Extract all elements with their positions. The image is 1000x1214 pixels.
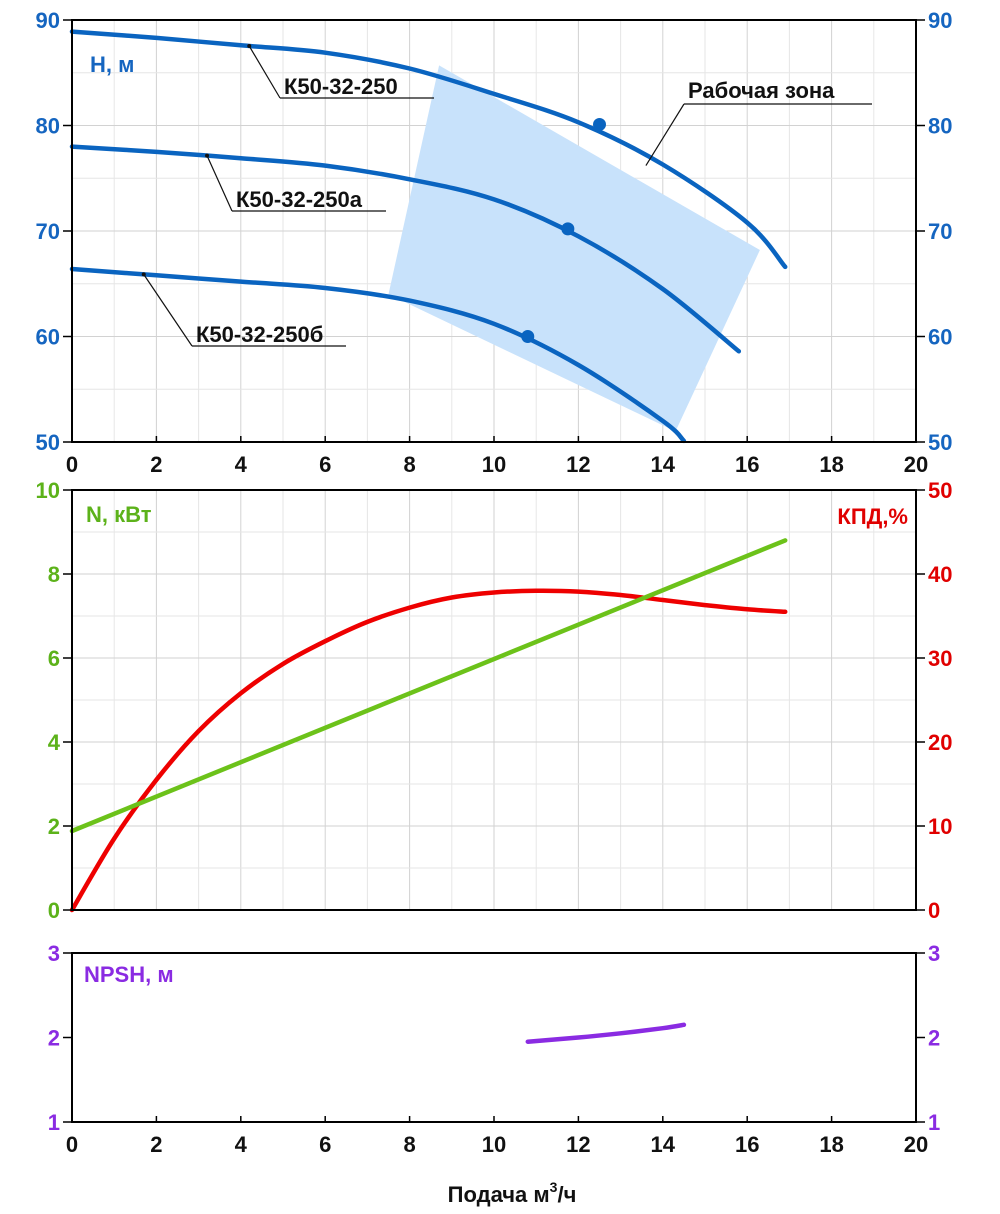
y-tick-label-right: 30	[928, 646, 952, 671]
working-zone-label: Рабочая зона	[688, 78, 835, 103]
npsh-curves	[525, 1022, 687, 1044]
x-tick-label: 20	[904, 452, 928, 477]
y-tick-label-right: 0	[928, 898, 940, 923]
duty-point-marker	[561, 222, 575, 236]
duty-point-marker	[593, 117, 606, 131]
x-tick-label: 0	[66, 1132, 78, 1157]
x-tick-label: 10	[482, 452, 506, 477]
y-tick-label: 2	[48, 814, 60, 839]
y-tick-label-right: 70	[928, 219, 952, 244]
efficiency-axis-label: КПД,%	[837, 504, 908, 529]
x-tick-label: 12	[566, 452, 590, 477]
x-tick-label: 20	[904, 1132, 928, 1157]
power-efficiency-panel: 0 0 2 10 4 20 6 30 8 40 10 50 N, кВт КПД,%	[36, 478, 953, 923]
y-tick-label-right: 3	[928, 941, 940, 966]
head-curve	[69, 29, 788, 270]
y-tick-label: 90	[36, 8, 60, 33]
y-tick-label-right: 60	[928, 325, 952, 350]
x-tick-label: 10	[482, 1132, 506, 1157]
leader-dot	[141, 272, 146, 277]
y-tick-label: 1	[48, 1110, 60, 1135]
y-tick-label-right: 50	[928, 430, 952, 455]
x-tick-label: 4	[235, 452, 248, 477]
curve-label-leaders: К50-32-250 К50-32-250а К50-32-250б	[141, 44, 872, 347]
y-tick-label: 8	[48, 562, 60, 587]
y-tick-label: 2	[48, 1026, 60, 1051]
y-tick-label-right: 20	[928, 730, 952, 755]
y-tick-label-right: 90	[928, 8, 952, 33]
power-efficiency-curves	[69, 538, 788, 913]
x-tick-label: 4	[235, 1132, 248, 1157]
x-tick-label: 2	[150, 452, 162, 477]
npsh-frame	[71, 952, 917, 1123]
y-tick-label-right: 40	[928, 562, 952, 587]
x-tick-label: 16	[735, 452, 759, 477]
head-curve	[69, 144, 742, 354]
x-axis-label-main: Подача м	[448, 1182, 550, 1207]
x-tick-label: 6	[319, 452, 331, 477]
duty-point-marker	[521, 330, 535, 343]
y-tick-label: 3	[48, 941, 60, 966]
npsh-ticks: 0 2 4 6 8 10 12 14 16 18 201 12 23 3	[48, 941, 941, 1157]
x-axis-label-tail: /ч	[557, 1182, 576, 1207]
y-tick-label: 6	[48, 646, 60, 671]
y-tick-label-right: 1	[928, 1110, 940, 1135]
x-tick-label: 14	[651, 1132, 676, 1157]
power-efficiency-ticks: 0 0 2 10 4 20 6 30 8 40 10 50	[36, 478, 953, 923]
x-tick-label: 8	[403, 452, 415, 477]
efficiency-curve	[69, 588, 788, 913]
y-tick-label: 4	[48, 730, 61, 755]
x-tick-label: 16	[735, 1132, 759, 1157]
npsh-panel: 0 2 4 6 8 10 12 14 16 18 201 12 23 3 NPSH, м	[48, 941, 941, 1157]
curve-label: К50-32-250	[284, 74, 398, 99]
x-tick-label: 2	[150, 1132, 162, 1157]
npsh-axis-label: NPSH, м	[84, 962, 174, 987]
y-tick-label-right: 50	[928, 478, 952, 503]
leader-line	[143, 274, 193, 347]
x-axis-label: Подача м3/ч	[448, 1179, 577, 1207]
x-tick-label: 8	[403, 1132, 415, 1157]
npsh-curve	[525, 1022, 687, 1044]
power-axis-label: N, кВт	[86, 502, 152, 527]
curve-label: К50-32-250а	[236, 187, 363, 212]
x-tick-label: 12	[566, 1132, 590, 1157]
x-tick-label: 6	[319, 1132, 331, 1157]
head-chart-panel: К50-32-250 К50-32-250а К50-32-250б 0 2 4 6 8 10…	[36, 8, 953, 477]
leader-line	[248, 45, 281, 99]
leader-dot	[247, 44, 252, 49]
working-zone-area	[388, 65, 760, 432]
head-curve	[69, 266, 687, 444]
power-curve	[69, 538, 788, 834]
x-tick-label: 18	[819, 452, 843, 477]
x-tick-label: 0	[66, 452, 78, 477]
power-efficiency-frame	[71, 489, 917, 911]
head-axis-label: H, м	[90, 52, 134, 77]
y-tick-label-right: 2	[928, 1026, 940, 1051]
y-tick-label: 80	[36, 114, 60, 139]
y-tick-label: 60	[36, 325, 60, 350]
leader-line	[206, 155, 233, 212]
y-tick-label: 70	[36, 219, 60, 244]
y-tick-label: 50	[36, 430, 60, 455]
y-tick-label-right: 10	[928, 814, 952, 839]
y-tick-label: 0	[48, 898, 60, 923]
y-tick-label-right: 80	[928, 114, 952, 139]
x-tick-label: 14	[651, 452, 676, 477]
curve-label: К50-32-250б	[196, 322, 323, 347]
power-efficiency-grid	[72, 490, 916, 910]
zone-leader-line	[645, 103, 685, 166]
head-curves	[69, 29, 788, 444]
y-tick-label: 10	[36, 478, 60, 503]
x-axis-label-sup: 3	[550, 1179, 558, 1195]
leader-dot	[205, 153, 210, 158]
x-tick-label: 18	[819, 1132, 843, 1157]
